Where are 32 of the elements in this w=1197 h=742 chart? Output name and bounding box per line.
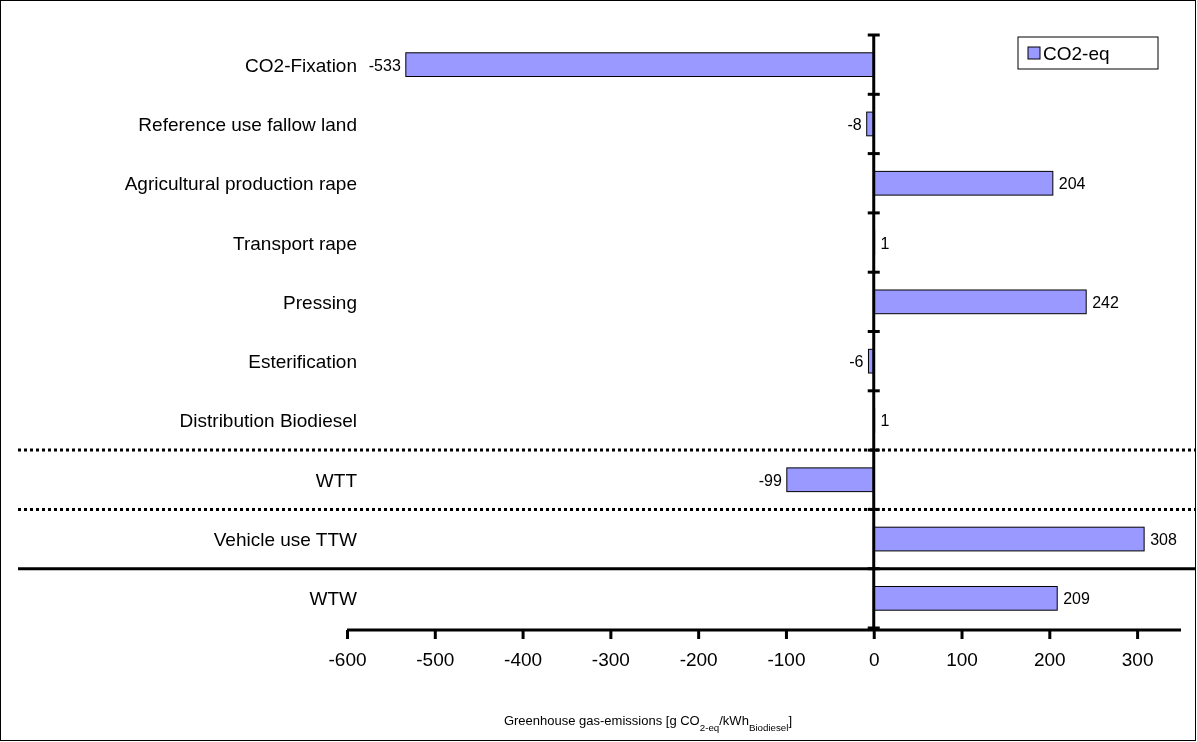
y-tick-label: Esterification: [248, 351, 357, 373]
x-tick-label: 0: [868, 649, 880, 671]
x-tick-label: -300: [591, 649, 630, 671]
x-tick-label: 300: [1121, 649, 1154, 671]
y-tick-label: Agricultural production rape: [124, 173, 357, 195]
x-tick-label: 200: [1033, 649, 1066, 671]
x-tick-label: -500: [416, 649, 455, 671]
data-label: 204: [1058, 175, 1086, 193]
y-tick-label: WTT: [315, 469, 358, 491]
y-tick-label: Transport rape: [233, 232, 357, 254]
x-tick-label: -600: [328, 649, 367, 671]
data-label: -99: [758, 471, 782, 489]
data-label: -8: [847, 115, 862, 133]
x-tick-label: -200: [679, 649, 718, 671]
data-label: 308: [1150, 531, 1177, 549]
x-tick-label: 100: [946, 649, 978, 671]
data-label: -533: [368, 56, 401, 74]
y-tick-label: CO2-Fixation: [245, 54, 357, 76]
y-tick-label: Pressing: [283, 291, 357, 313]
data-label: 209: [1063, 590, 1091, 608]
data-label: 1: [880, 234, 890, 252]
x-tick-label: -100: [767, 649, 806, 671]
y-tick-label: WTW: [309, 588, 358, 610]
data-label: -6: [849, 353, 864, 371]
y-tick-label: Reference use fallow land: [138, 113, 357, 135]
data-label: 242: [1092, 293, 1119, 311]
x-tick-label: -400: [504, 649, 543, 671]
y-tick-label: Vehicle use TTW: [213, 529, 358, 551]
y-tick-label: Distribution Biodiesel: [179, 410, 357, 432]
legend-label: CO2-eq: [1043, 43, 1110, 64]
data-label: 1: [880, 412, 890, 430]
x-axis-title: Greenhouse gas-emissions [g CO$_{2-eq}$/kWh$_{Biodiesel}$]: [503, 713, 793, 733]
